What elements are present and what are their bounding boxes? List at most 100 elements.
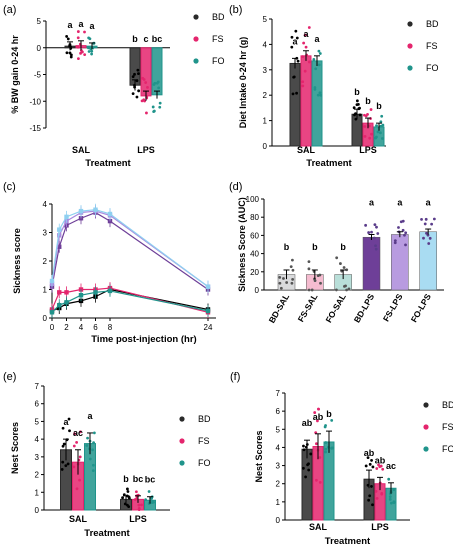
panel-a-significance-letter: a [89,21,95,31]
panel-b-data-point [352,106,356,110]
panel-b-y-tick-label: 1 [263,117,268,126]
panel-a-y-tick-label: -5 [34,71,42,80]
panel-e-significance-letter: bc [133,474,144,484]
panel-d-data-point [367,231,371,234]
panel-b-data-point [303,69,307,73]
panel-b-data-point [379,131,382,135]
panel-b-data-point [355,99,359,103]
panel-f-legend-marker [423,424,429,430]
panel-d-data-point [335,256,339,260]
panel-d-category-label: BD-LPS [352,292,377,325]
panel-b-data-point [301,84,305,88]
panel-d-significance-letter: b [340,242,346,252]
panel-b-data-point [307,60,311,64]
panel-e-y-tick-label: 4 [35,435,40,444]
panel-d-data-point [399,220,403,224]
panel-e-data-point [85,444,89,447]
panel-c-data-point [57,302,62,308]
panel-f-data-point [388,495,392,498]
panel-f-data-point [314,431,318,435]
panel-d-data-point [278,281,282,285]
panel-a-data-point [83,53,87,56]
panel-c-y-tick-label: 1 [43,286,48,295]
panel-label: (d) [229,181,242,193]
panel-b-data-point [368,136,372,140]
panel-d-data-point [430,222,434,226]
panel-b-data-point [353,113,356,117]
panel-a-y-tick-label: 0 [37,44,42,53]
panel-a-data-point [155,81,159,85]
panel-a-data-point [65,35,69,38]
panel-b-legend-label: FO [426,63,439,73]
panel-f-data-point [324,424,327,427]
panel-d-data-point [370,230,373,234]
panel-f-data-point [370,485,373,488]
panel-a-data-point [133,72,136,76]
panel-d-data-point [397,226,400,229]
panel-f-y-tick-label: 0 [276,516,281,525]
panel-a-data-point [88,37,92,41]
panel-e-data-point [127,496,131,500]
panel-a-data-point [157,86,161,90]
panel-d-data-point [372,236,376,240]
panel-c-data-point [78,208,84,214]
panel-e-significance-letter: b [123,474,129,484]
panel-b-data-point [380,137,384,140]
panel-f-significance-letter: ab [313,412,324,422]
panel-d-data-point [345,288,348,292]
panel-d-data-point [376,232,380,235]
panel-d-data-point [373,223,377,226]
panel-e-data-point [61,460,65,464]
panel-a-data-point [86,46,90,50]
panel-e-data-point [133,498,137,501]
panel-b-data-point [301,55,305,59]
panel-d-data-point [347,287,351,291]
panel-label: (a) [3,4,16,16]
panel-c-y-tick-label: 0 [43,314,48,323]
panel-e-y-tick-label: 3 [35,453,40,462]
panel-a-legend-label: FS [212,34,224,44]
panel-e-data-point [88,457,92,461]
panel-a-data-point [152,110,156,114]
panel-b-data-point [295,91,298,95]
panel-b-data-point [375,124,378,128]
panel-b-data-point [367,124,371,128]
panel-a-data-point [145,111,148,115]
panel-d-data-point [427,242,431,245]
panel-b-y-axis-title: Diet Intake 0-24 hr (g) [238,37,248,129]
panel-f-data-point [381,467,385,471]
panel-e-data-point [78,478,81,482]
panel-a-data-point [144,81,148,84]
panel-d-data-point [290,281,294,285]
panel-e-y-axis-title: Nest Scores [10,422,20,474]
panel-a-data-point [151,105,155,109]
panel-e-data-point [134,490,138,494]
panel-f-data-point [375,467,379,470]
panel-f-data-point [318,481,322,484]
panel-c-data-point [49,278,55,284]
panel-a-data-point [90,49,94,53]
panel-b-x-axis-title: Treatment [306,158,352,169]
panel-e-y-tick-label: 2 [35,471,40,480]
panel-d-data-point [307,260,311,264]
panel-f-data-point [302,444,305,448]
panel-d-data-point [339,262,342,265]
panel-b-data-point [318,52,322,55]
panel-a-data-point [158,105,162,109]
panel-f-bar [323,441,335,521]
panel-f-data-point [307,468,311,472]
panel-e-data-point [64,464,68,468]
panel-a-legend-marker [193,14,199,20]
panel-f-data-point [309,452,313,456]
panel-e-data-point [72,444,76,448]
panel-b-data-point [303,33,307,37]
panel-d-data-point [428,236,432,240]
panel-d-significance-letter: b [312,242,318,252]
panel-a-data-point [141,76,145,80]
panel-f-data-point [392,488,396,492]
panel-e-data-point [144,498,148,502]
panel-f-y-tick-label: 3 [276,462,281,471]
panel-f-data-point [364,464,368,468]
panel-d-data-point [282,277,285,280]
panel-d-data-point [425,231,428,235]
